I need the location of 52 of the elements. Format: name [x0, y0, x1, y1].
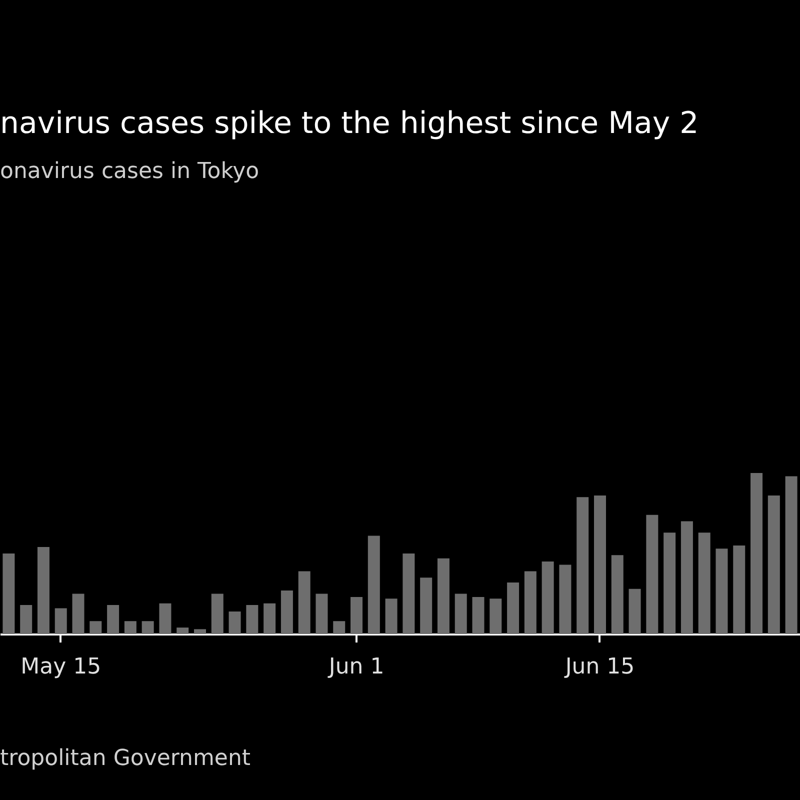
bar — [716, 548, 728, 634]
bar — [159, 603, 172, 634]
bar — [72, 594, 84, 634]
chart-subtitle: onavirus cases in Tokyo — [0, 159, 260, 184]
text: tropolitan Government — [0, 746, 251, 771]
bar — [333, 621, 346, 634]
bar — [20, 605, 32, 634]
bar — [437, 558, 450, 634]
bar — [733, 545, 746, 634]
bar — [611, 555, 624, 634]
bar — [698, 532, 710, 634]
bar — [402, 554, 415, 634]
bar — [280, 590, 293, 634]
bar — [2, 554, 15, 634]
bar — [90, 621, 102, 634]
bar — [576, 497, 589, 634]
bar — [490, 598, 502, 634]
bar — [507, 582, 520, 634]
bar — [246, 605, 258, 634]
bar — [107, 605, 120, 634]
bar — [298, 571, 310, 634]
bar — [316, 594, 328, 634]
bar — [420, 578, 432, 634]
bar — [628, 588, 641, 634]
bar — [176, 628, 189, 634]
bar — [37, 547, 50, 634]
bar — [646, 514, 658, 634]
bar — [594, 496, 606, 634]
x-tick-label: Jun 1 — [326, 654, 384, 680]
bar — [368, 536, 380, 634]
bar — [228, 611, 241, 634]
x-tick-label: May 15 — [20, 654, 102, 680]
bar — [454, 594, 467, 634]
bar — [750, 473, 763, 634]
bar — [54, 608, 67, 634]
bar — [142, 621, 154, 634]
bar — [194, 629, 206, 634]
bar — [664, 532, 676, 634]
bar — [785, 476, 798, 634]
bar — [385, 598, 398, 634]
chart-title: navirus cases spike to the highest since May 2 — [0, 106, 699, 141]
x-tick-label: Jun 15 — [563, 654, 635, 680]
bar — [524, 571, 536, 634]
bar — [264, 603, 276, 634]
bar — [559, 564, 572, 634]
bar — [542, 562, 554, 634]
bar — [211, 594, 224, 634]
bar — [124, 621, 136, 634]
bar — [350, 596, 363, 634]
bar — [680, 521, 693, 634]
bar — [472, 596, 484, 634]
bar — [768, 496, 780, 634]
